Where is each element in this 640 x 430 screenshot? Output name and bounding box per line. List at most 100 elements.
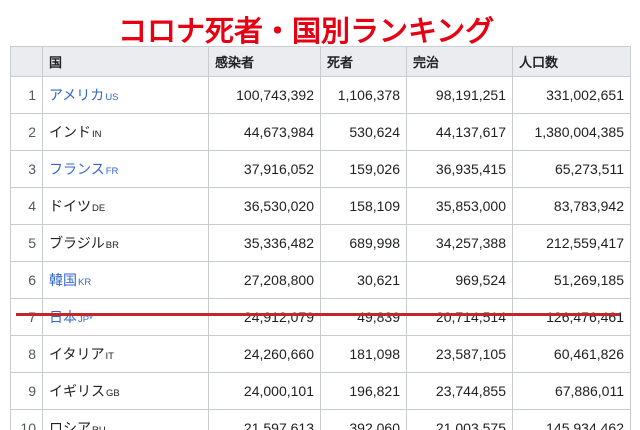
recovered-cell: 35,853,000 [406,187,513,225]
country-name: ブラジル [49,235,105,251]
table-row: 2 インドIN 44,673,984 530,624 44,137,617 1,380,0… [10,113,631,151]
table-row: 3 フランスFR 37,916,052 159,026 36,935,415 65,273… [10,150,631,188]
row-rank: 10 [10,409,43,430]
deaths-cell: 49,839 [320,298,407,336]
row-rank: 8 [10,335,43,373]
recovered-cell: 20,714,514 [406,298,513,336]
country-cell: ドイツDE [42,187,209,225]
cases-cell: 37,916,052 [208,150,321,188]
deaths-cell: 196,821 [320,372,407,410]
header-cases: 感染者 [208,46,321,77]
country-cell: イギリスGB [42,372,209,410]
table-row: 5 ブラジルBR 35,336,482 689,998 34,257,388 212,55… [10,224,631,262]
row-rank: 1 [10,76,43,114]
row-rank: 7 [10,298,43,336]
country-cell: ロシアRU [42,409,209,430]
country-code: GB [106,388,120,399]
country-link[interactable]: 日本 [49,309,77,325]
country-name: ロシア [49,420,91,430]
row-rank: 5 [10,224,43,262]
population-cell: 65,273,511 [512,150,631,188]
country-name: ドイツ [49,198,91,214]
deaths-cell: 392,060 [320,409,407,430]
cases-cell: 44,673,984 [208,113,321,151]
row-rank: 6 [10,261,43,299]
cases-cell: 24,000,101 [208,372,321,410]
deaths-cell: 30,621 [320,261,407,299]
header-index [10,46,43,77]
cases-cell: 21,597,613 [208,409,321,430]
highlight-underline [16,313,620,316]
row-rank: 4 [10,187,43,225]
country-code[interactable]: FR [105,166,119,177]
recovered-cell: 21,003,575 [406,409,513,430]
population-cell: 51,269,185 [512,261,631,299]
cases-cell: 100,743,392 [208,76,321,114]
header-deaths: 死者 [320,46,407,77]
population-cell: 67,886,011 [512,372,631,410]
country-cell: ブラジルBR [42,224,209,262]
country-code: RU [92,425,106,430]
table-row: 1 アメリカUS 100,743,392 1,106,378 98,191,251 331… [10,76,631,114]
country-code: BR [105,240,119,251]
table-header-row: 国 感染者 死者 完治 人口数 [10,46,631,77]
population-cell: 331,002,651 [512,76,631,114]
recovered-cell: 34,257,388 [406,224,513,262]
country-link[interactable]: 韓国 [49,272,77,288]
country-code[interactable]: JP* [78,314,93,325]
table-row: 7 日本JP* 24,912,079 49,839 20,714,514 126,476,… [10,298,631,336]
country-link[interactable]: フランス [49,161,105,177]
population-cell: 145,934,462 [512,409,631,430]
ranking-table: 国 感染者 死者 完治 人口数 1 アメリカUS 100,743,392 1,106,… [10,46,631,430]
country-cell: インドIN [42,113,209,151]
country-cell[interactable]: アメリカUS [42,76,209,114]
country-name: イタリア [49,346,105,362]
header-country: 国 [42,46,209,77]
country-cell: イタリアIT [42,335,209,373]
country-cell[interactable]: フランスFR [42,150,209,188]
population-cell: 212,559,417 [512,224,631,262]
table-row: 8 イタリアIT 24,260,660 181,098 23,587,105 60,461… [10,335,631,373]
population-cell: 60,461,826 [512,335,631,373]
table-row: 6 韓国KR 27,208,800 30,621 969,524 51,269,185 [10,261,631,299]
table-row: 4 ドイツDE 36,530,020 158,109 35,853,000 83,783,… [10,187,631,225]
country-code: IT [105,351,114,362]
recovered-cell: 36,935,415 [406,150,513,188]
country-cell[interactable]: 韓国KR [42,261,209,299]
recovered-cell: 969,524 [406,261,513,299]
deaths-cell: 159,026 [320,150,407,188]
recovered-cell: 44,137,617 [406,113,513,151]
header-recovered: 完治 [406,46,513,77]
population-cell: 83,783,942 [512,187,631,225]
recovered-cell: 23,744,855 [406,372,513,410]
cases-cell: 35,336,482 [208,224,321,262]
country-code[interactable]: US [105,92,119,103]
country-name: インド [49,124,91,140]
page-title: コロナ死者・国別ランキング [118,14,495,48]
cases-cell: 24,912,079 [208,298,321,336]
cases-cell: 27,208,800 [208,261,321,299]
recovered-cell: 23,587,105 [406,335,513,373]
country-code[interactable]: KR [78,277,92,288]
header-population: 人口数 [512,46,631,77]
deaths-cell: 158,109 [320,187,407,225]
population-cell: 1,380,004,385 [512,113,631,151]
cases-cell: 24,260,660 [208,335,321,373]
deaths-cell: 181,098 [320,335,407,373]
country-code: IN [92,129,102,140]
table-row: 9 イギリスGB 24,000,101 196,821 23,744,855 67,886… [10,372,631,410]
deaths-cell: 530,624 [320,113,407,151]
country-link[interactable]: アメリカ [49,87,105,103]
deaths-cell: 1,106,378 [320,76,407,114]
population-cell: 126,476,461 [512,298,631,336]
row-rank: 9 [10,372,43,410]
cases-cell: 36,530,020 [208,187,321,225]
country-name: イギリス [49,383,105,399]
row-rank: 2 [10,113,43,151]
table-row: 10ロシアRU21,597,613392,06021,003,575145,93… [10,409,631,430]
recovered-cell: 98,191,251 [406,76,513,114]
deaths-cell: 689,998 [320,224,407,262]
country-code: DE [92,203,106,214]
row-rank: 3 [10,150,43,188]
country-cell[interactable]: 日本JP* [42,298,209,336]
